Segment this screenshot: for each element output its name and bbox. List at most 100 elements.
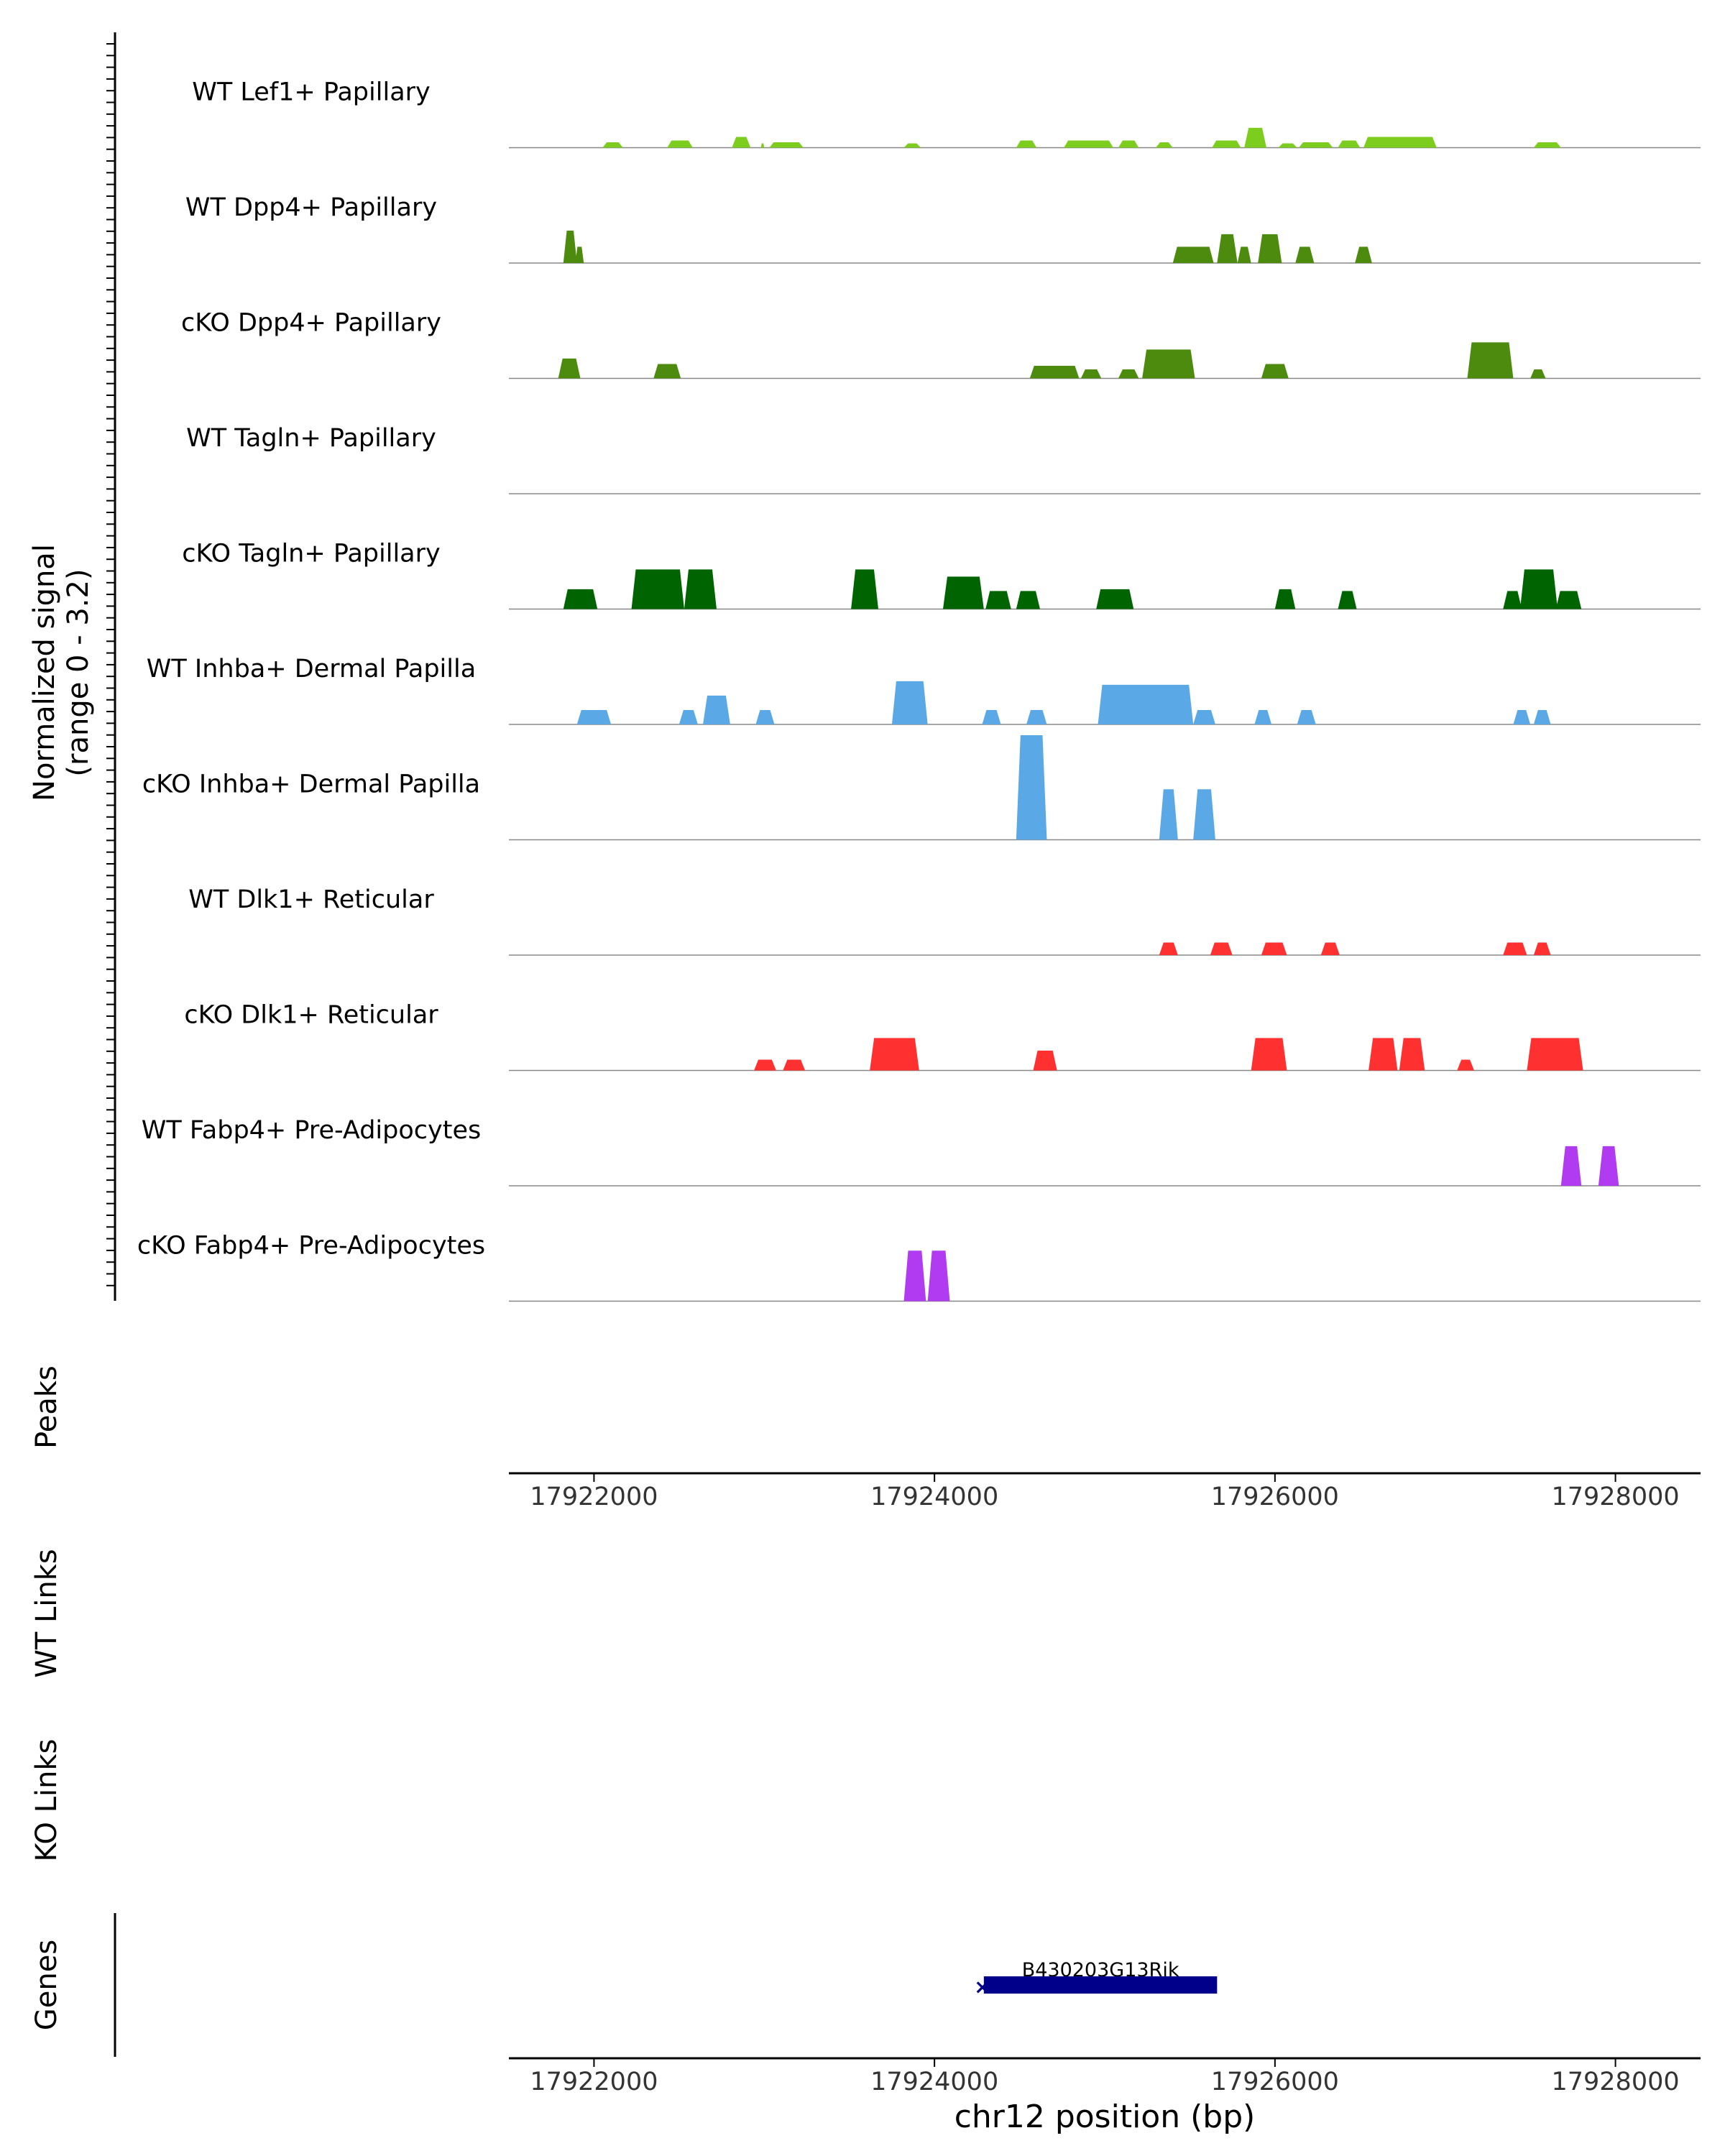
- coverage-peak: [653, 364, 681, 379]
- coverage-peak: [754, 1059, 776, 1071]
- coverage-peak: [870, 1038, 919, 1071]
- coverage-peak: [1467, 342, 1514, 379]
- coverage-peak: [1320, 942, 1340, 955]
- coverage-peak: [1258, 234, 1282, 263]
- coverage-peak: [903, 1250, 926, 1302]
- coverage-peak: [1098, 684, 1194, 724]
- track: cKO Dpp4+ Papillary: [181, 309, 1701, 379]
- coverage-peak: [1399, 1038, 1425, 1071]
- coverage-peak: [1016, 735, 1047, 840]
- track: WT Dlk1+ Reticular: [188, 885, 1701, 956]
- coverage-peak: [1533, 942, 1551, 955]
- coverage-peak: [1338, 140, 1361, 148]
- coverage-peak: [1363, 137, 1437, 148]
- coverage-tracks: WT Lef1+ Papillary WT Dpp4+ Papillary cKO …: [137, 78, 1701, 1302]
- track: WT Tagln+ Papillary: [186, 424, 1701, 494]
- coverage-peak: [1527, 1038, 1583, 1071]
- coverage-peak: [576, 709, 612, 724]
- coverage-peak: [1355, 247, 1372, 263]
- coverage-peak: [903, 143, 921, 148]
- coverage-peak: [602, 142, 623, 148]
- coverage-peak: [1261, 942, 1287, 955]
- coverage-peak: [1533, 142, 1561, 148]
- coverage-peak: [563, 589, 598, 609]
- peaks-panel-label: Peaks: [30, 1365, 63, 1449]
- coverage-peak: [631, 569, 684, 609]
- track: WT Fabp4+ Pre-Adipocytes: [142, 1116, 1701, 1187]
- coverage-peak: [1244, 127, 1267, 148]
- coverage-peak: [1519, 569, 1558, 609]
- track: cKO Inhba+ Dermal Papilla: [142, 735, 1701, 841]
- coverage-peak: [1598, 1146, 1619, 1186]
- peaks-x-tick-label: 17924000: [870, 1483, 998, 1511]
- coverage-peak: [1297, 709, 1316, 724]
- coverage-peak: [942, 576, 984, 609]
- wt-links-panel-label: WT Links: [30, 1549, 63, 1677]
- coverage-peak: [1159, 789, 1178, 840]
- coverage-peak: [1560, 1146, 1582, 1186]
- coverage-y-ticks: [106, 43, 115, 1286]
- genes-x-tick-label: 17922000: [530, 2068, 658, 2096]
- coverage-peak: [1299, 142, 1333, 148]
- coverage-y-label-line2: (range 0 - 3.2): [62, 568, 95, 776]
- coverage-peak: [1254, 709, 1272, 724]
- track-label: cKO Inhba+ Dermal Papilla: [142, 770, 480, 799]
- x-axis-title: chr12 position (bp): [954, 2099, 1256, 2135]
- genes-x-tick-label: 17924000: [870, 2068, 998, 2096]
- coverage-peak: [1295, 247, 1315, 263]
- track-label: WT Dlk1+ Reticular: [188, 885, 434, 914]
- gene-strand-arrow: ×: [974, 1975, 990, 1999]
- track: WT Dpp4+ Papillary: [185, 193, 1701, 264]
- coverage-peak: [1193, 709, 1215, 724]
- track-label: cKO Fabp4+ Pre-Adipocytes: [137, 1232, 485, 1261]
- peaks-x-tick-label: 17926000: [1211, 1483, 1339, 1511]
- track-label: cKO Dlk1+ Reticular: [184, 1001, 438, 1030]
- coverage-peak: [1261, 364, 1289, 379]
- coverage-peak: [1029, 365, 1080, 379]
- track: cKO Tagln+ Papillary: [182, 540, 1701, 610]
- track: cKO Dlk1+ Reticular: [184, 1001, 1701, 1072]
- coverage-peak: [732, 137, 751, 148]
- coverage-peak: [1338, 591, 1357, 609]
- track-label: WT Lef1+ Papillary: [192, 78, 431, 107]
- coverage-peak: [1159, 942, 1178, 955]
- coverage-peak: [1503, 942, 1527, 955]
- coverage-peak: [982, 709, 1001, 724]
- coverage-peak: [1193, 789, 1215, 840]
- coverage-peak: [684, 569, 717, 609]
- coverage-peak: [1064, 140, 1113, 148]
- track-label: WT Fabp4+ Pre-Adipocytes: [142, 1116, 481, 1145]
- track-label: cKO Dpp4+ Papillary: [181, 309, 441, 338]
- coverage-peak: [667, 140, 693, 148]
- coverage-peak: [1210, 942, 1233, 955]
- coverage-peak: [985, 591, 1011, 609]
- coverage-peak: [760, 143, 765, 148]
- coverage-peak: [1533, 709, 1551, 724]
- genes-x-tick-label: 17928000: [1551, 2068, 1679, 2096]
- coverage-peak: [1016, 140, 1037, 148]
- coverage-peak: [1172, 247, 1214, 263]
- genes-x-ticks: 17922000 17924000 17926000 17928000: [530, 2058, 1680, 2096]
- coverage-peak: [1217, 234, 1238, 263]
- coverage-peak: [1118, 140, 1139, 148]
- coverage-peak: [1368, 1038, 1398, 1071]
- coverage-peak: [891, 681, 928, 724]
- coverage-peak: [1457, 1059, 1474, 1071]
- coverage-peak: [1033, 1050, 1057, 1071]
- track: cKO Fabp4+ Pre-Adipocytes: [137, 1232, 1701, 1302]
- track-label: cKO Tagln+ Papillary: [182, 540, 441, 568]
- coverage-y-label-line1: Normalized signal: [28, 544, 61, 801]
- coverage-peak: [1212, 140, 1241, 148]
- coverage-peak: [1530, 369, 1546, 379]
- genes-x-tick-label: 17926000: [1211, 2068, 1339, 2096]
- gene-body: [983, 1976, 1218, 1994]
- coverage-peak: [1278, 143, 1297, 148]
- peaks-x-tick-label: 17922000: [530, 1483, 658, 1511]
- coverage-peak: [1555, 591, 1582, 609]
- coverage-peak: [1142, 349, 1195, 379]
- coverage-peak: [1503, 591, 1522, 609]
- coverage-peak: [558, 358, 581, 379]
- coverage-peak: [1080, 369, 1102, 379]
- coverage-peak: [1156, 142, 1173, 148]
